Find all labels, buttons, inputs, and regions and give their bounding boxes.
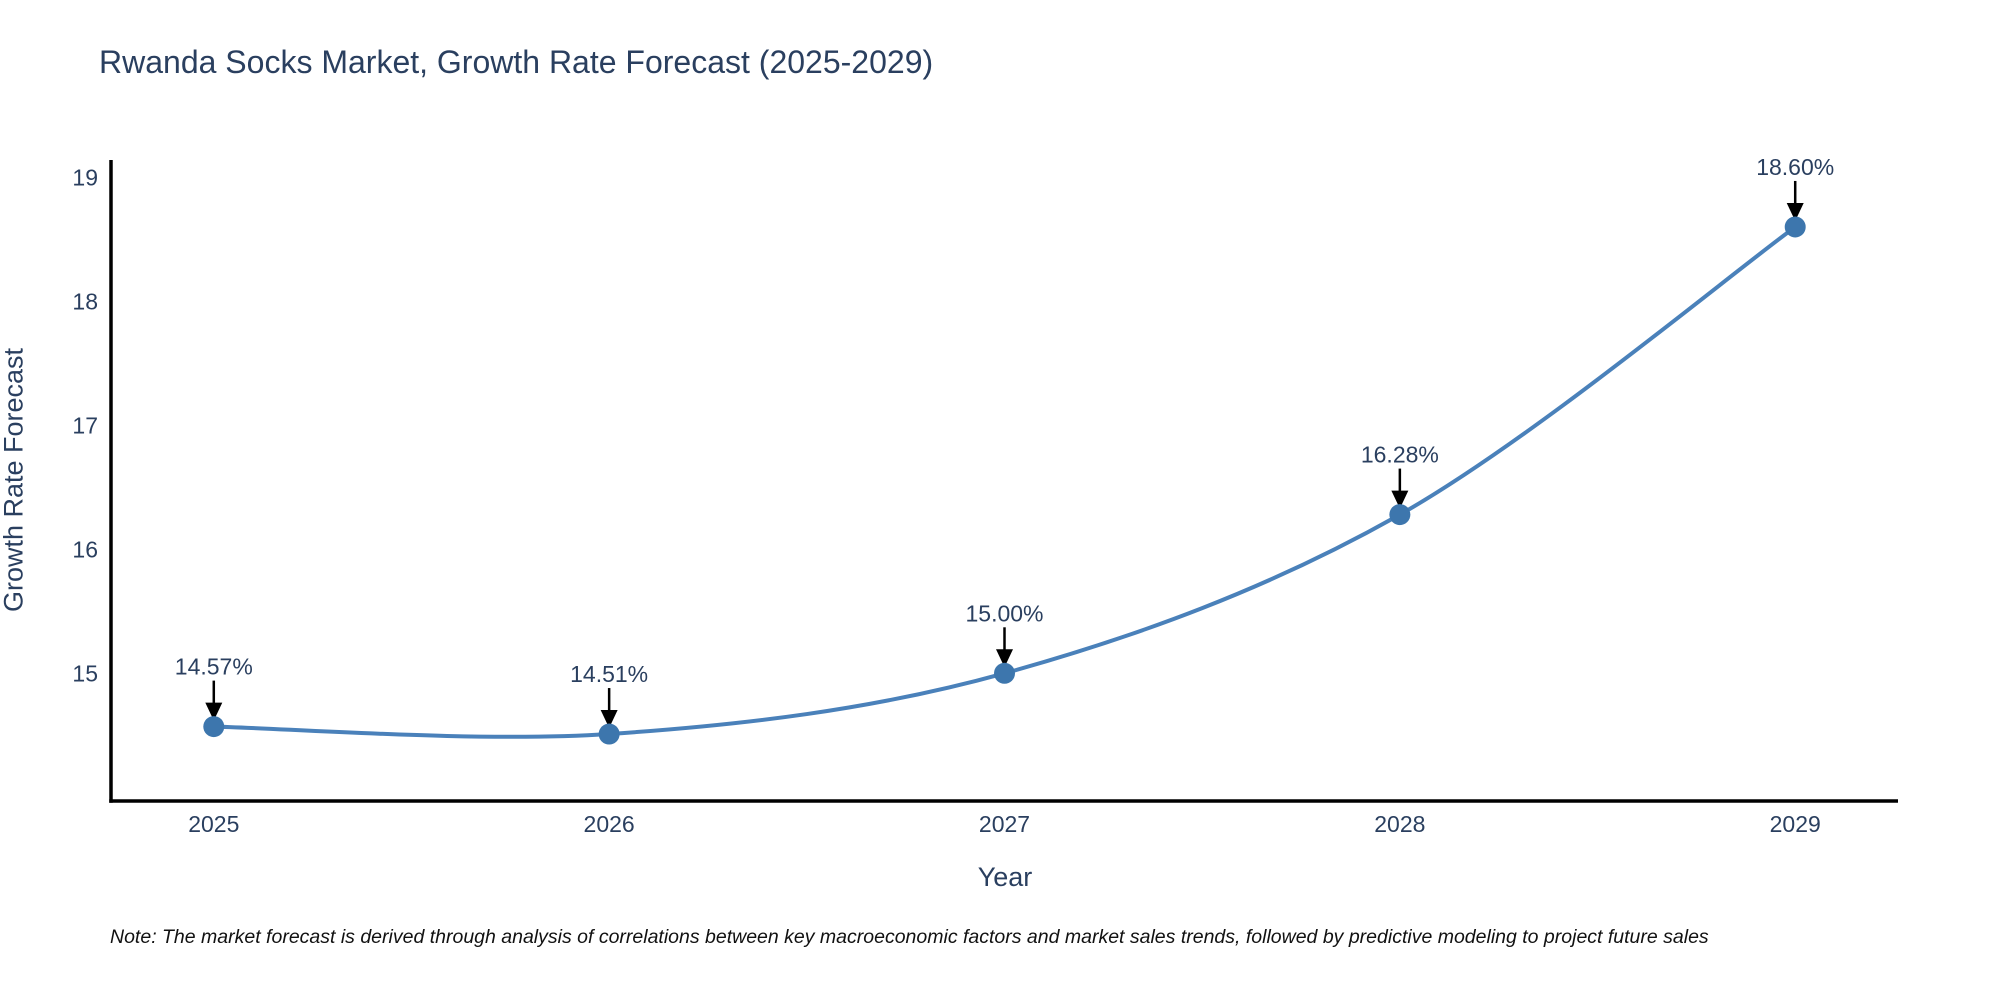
point-label-2026: 14.51% <box>570 661 648 687</box>
point-label-2025: 14.57% <box>175 654 253 680</box>
y-tick-18: 18 <box>72 288 98 314</box>
y-tick-16: 16 <box>72 536 98 562</box>
axis-spines <box>109 160 1898 803</box>
arrow-head-2026 <box>600 710 618 729</box>
data-point-2029 <box>1784 216 1806 238</box>
x-axis-title: Year <box>977 862 1033 892</box>
annotation-arrows <box>205 180 1804 729</box>
arrow-head-2028 <box>1391 490 1409 509</box>
x-tick-2027: 2027 <box>979 811 1030 837</box>
data-point-2027 <box>994 662 1015 684</box>
y-tick-19: 19 <box>72 164 98 190</box>
data-point-2028 <box>1389 504 1411 526</box>
arrow-head-2029 <box>1786 202 1804 221</box>
chart-title: Rwanda Socks Market, Growth Rate Forecas… <box>99 44 934 80</box>
point-label-2028: 16.28% <box>1361 442 1439 468</box>
point-label-2029: 18.60% <box>1756 154 1834 180</box>
footnote: Note: The market forecast is derived thr… <box>110 926 1709 948</box>
data-point-2026 <box>598 723 620 745</box>
y-tick-15: 15 <box>72 660 98 686</box>
x-tick-2025: 2025 <box>188 811 239 837</box>
y-axis-title: Growth Rate Forecast <box>0 347 29 613</box>
annotation-labels: 14.57% 14.51% 15.00% 16.28% 18.60% <box>175 154 1834 687</box>
x-tick-2026: 2026 <box>584 811 635 837</box>
data-point-2025 <box>203 716 225 738</box>
arrow-head-2025 <box>205 702 223 721</box>
x-tick-2028: 2028 <box>1374 811 1425 837</box>
x-axis-tick-labels: 2025 2026 2027 2028 2029 <box>188 811 1821 837</box>
y-axis-tick-labels: 15 16 17 18 19 <box>72 164 98 686</box>
arrow-head-2027 <box>996 649 1013 668</box>
y-tick-17: 17 <box>72 412 98 438</box>
data-points <box>203 216 1806 745</box>
point-label-2027: 15.00% <box>965 600 1043 626</box>
x-tick-2029: 2029 <box>1770 811 1821 837</box>
